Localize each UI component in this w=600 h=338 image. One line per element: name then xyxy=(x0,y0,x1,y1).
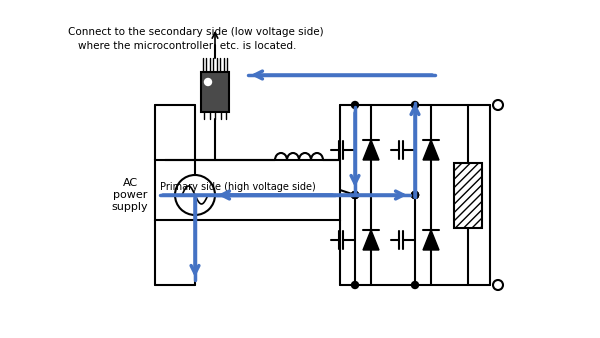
Text: Connect to the secondary side (low voltage side): Connect to the secondary side (low volta… xyxy=(68,27,323,37)
Circle shape xyxy=(352,282,359,289)
Bar xyxy=(454,163,482,228)
Polygon shape xyxy=(423,230,439,250)
Circle shape xyxy=(352,101,359,108)
Polygon shape xyxy=(363,140,379,160)
Circle shape xyxy=(412,192,419,198)
Circle shape xyxy=(352,192,359,198)
Circle shape xyxy=(352,192,359,198)
Text: where the microcontroller, etc. is located.: where the microcontroller, etc. is locat… xyxy=(78,41,296,51)
Circle shape xyxy=(352,192,359,198)
Circle shape xyxy=(412,101,419,108)
Circle shape xyxy=(412,192,419,198)
Circle shape xyxy=(412,192,419,198)
Circle shape xyxy=(412,282,419,289)
Bar xyxy=(201,72,229,112)
Text: Primary side (high voltage side): Primary side (high voltage side) xyxy=(160,182,316,192)
Polygon shape xyxy=(423,140,439,160)
Circle shape xyxy=(205,78,212,86)
Text: AC
power
supply: AC power supply xyxy=(112,178,148,212)
Polygon shape xyxy=(363,230,379,250)
Bar xyxy=(155,160,340,220)
